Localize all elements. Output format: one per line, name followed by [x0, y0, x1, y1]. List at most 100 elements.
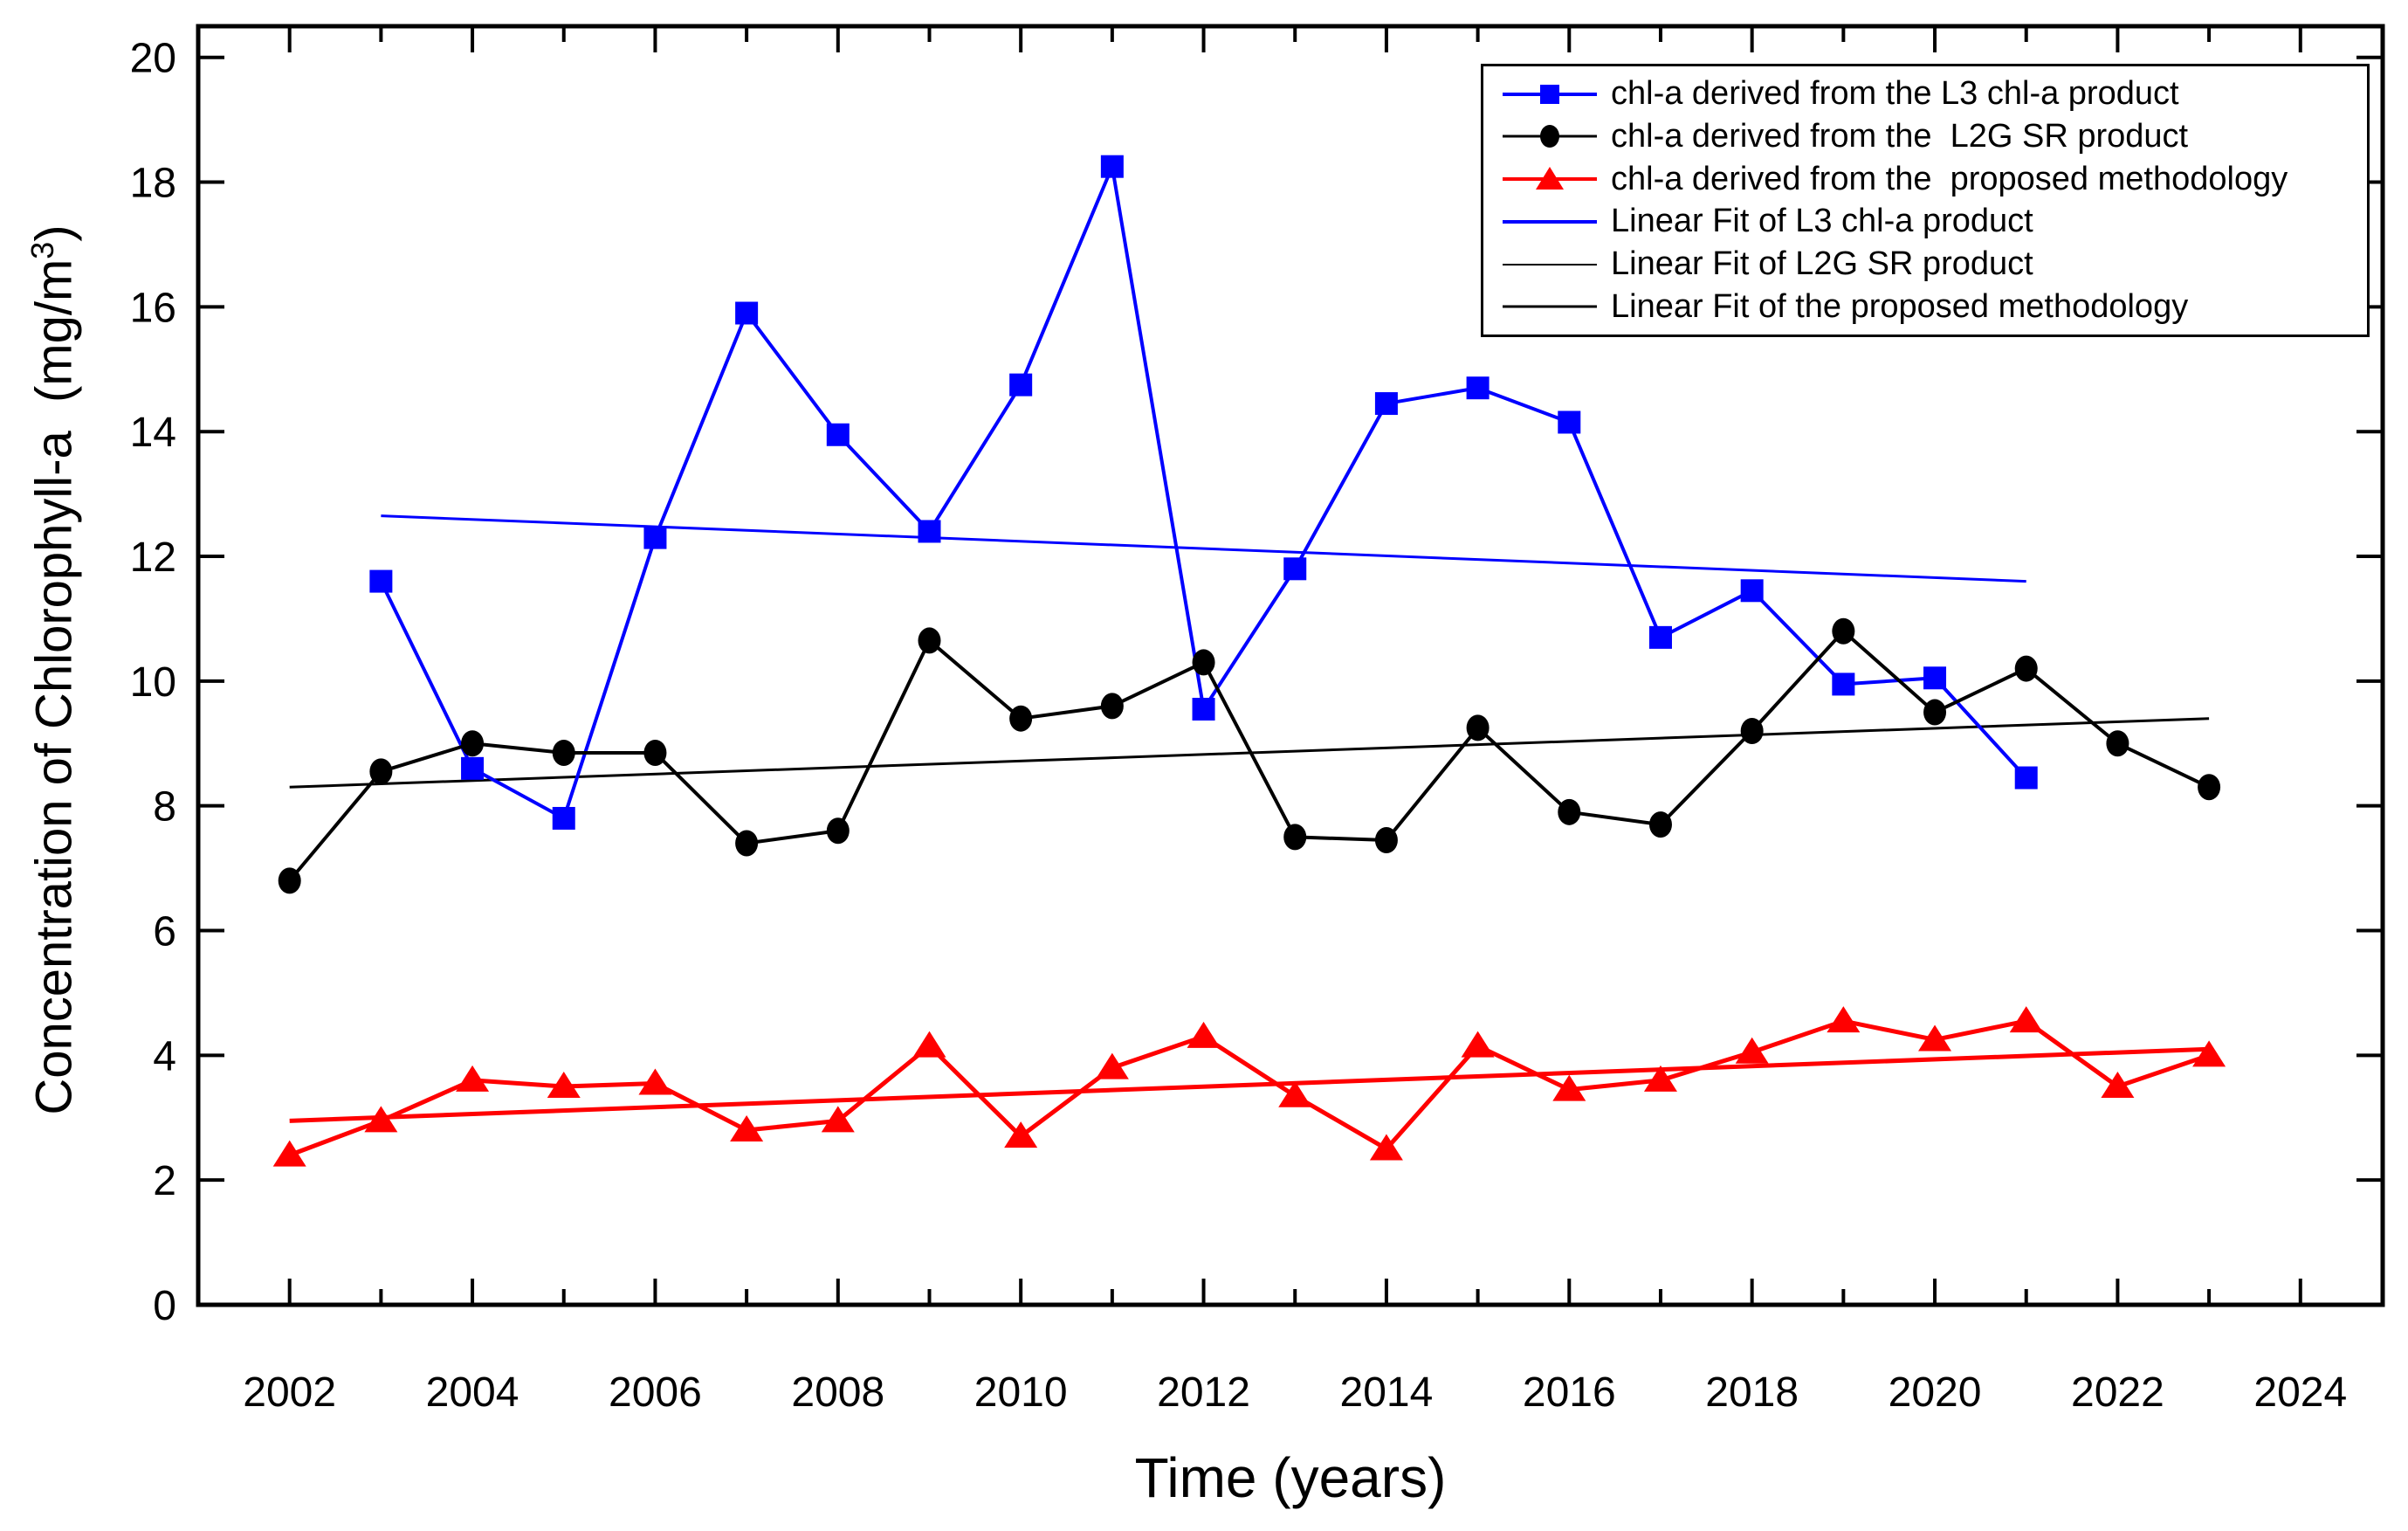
marker-l3-2015: [1466, 376, 1490, 400]
marker-proposed-2017: [1643, 1065, 1677, 1092]
x-tick-label-2002: 2002: [243, 1369, 336, 1416]
marker-l3-2011: [1100, 155, 1124, 178]
legend-label-4: Linear Fit of L2G SR product: [1611, 245, 2033, 283]
y-tick-label-16: 16: [130, 285, 176, 331]
marker-l2g-2012: [1192, 649, 1215, 676]
marker-proposed-2005: [547, 1072, 581, 1099]
marker-l3-2017: [1648, 625, 1672, 649]
marker-proposed-2010: [1004, 1121, 1038, 1148]
x-tick-label-2008: 2008: [791, 1369, 884, 1416]
legend-entry-2: chl-a derived from the proposed methodol…: [1499, 159, 2367, 199]
marker-proposed-2019: [1827, 1006, 1861, 1033]
marker-proposed-2012: [1187, 1021, 1221, 1048]
marker-l2g-2018: [1740, 717, 1764, 744]
marker-l2g-2010: [1009, 705, 1033, 732]
y-axis-title-text: Concentration of Chlorophyll-a (mg/m: [25, 259, 83, 1115]
marker-l3-2007: [735, 301, 759, 325]
legend-entry-5: Linear Fit of the proposed methodology: [1499, 286, 2367, 327]
marker-l2g-2007: [735, 830, 759, 857]
marker-l3-2008: [826, 423, 850, 446]
marker-proposed-2020: [1918, 1024, 1952, 1052]
x-tick-label-2004: 2004: [426, 1369, 519, 1416]
y-tick-label-10: 10: [130, 659, 176, 706]
marker-l3-2012: [1192, 697, 1215, 721]
marker-proposed-2002: [272, 1140, 306, 1167]
marker-l2g-2017: [1648, 811, 1672, 838]
marker-proposed-2007: [730, 1115, 764, 1142]
marker-proposed-2023: [2192, 1040, 2226, 1067]
marker-proposed-2021: [2009, 1006, 2043, 1033]
series-line-l2g: [288, 629, 2210, 882]
legend-swatch-square-icon: [1503, 84, 1597, 104]
legend-label-0: chl-a derived from the L3 chl-a product: [1611, 75, 2179, 113]
marker-l3-2005: [552, 806, 575, 830]
marker-proposed-2018: [1735, 1037, 1769, 1064]
y-tick-label-12: 12: [130, 534, 176, 581]
legend-label-1: chl-a derived from the L2G SR product: [1611, 117, 2189, 155]
marker-l2g-2003: [369, 758, 393, 785]
y-tick-label-14: 14: [130, 410, 176, 456]
marker-proposed-2013: [1278, 1080, 1312, 1107]
marker-l3-2021: [2014, 766, 2038, 790]
y-tick-label-8: 8: [153, 784, 176, 831]
marker-l3-2010: [1009, 373, 1033, 397]
marker-l2g-2002: [278, 867, 301, 894]
marker-l2g-2022: [2106, 730, 2129, 757]
marker-l2g-2023: [2198, 774, 2221, 801]
y-tick-label-2: 2: [153, 1158, 176, 1204]
legend-marker-circle-icon: [1540, 125, 1559, 148]
marker-l2g-2015: [1466, 714, 1490, 741]
marker-proposed-2008: [821, 1106, 855, 1133]
x-tick-label-2010: 2010: [974, 1369, 1068, 1416]
x-tick-label-2006: 2006: [609, 1369, 702, 1416]
series-line-proposed: [288, 1018, 2210, 1157]
x-tick-label-2014: 2014: [1340, 1369, 1434, 1416]
marker-proposed-2016: [1552, 1074, 1586, 1101]
marker-l3-2018: [1740, 579, 1764, 603]
marker-l3-2014: [1374, 392, 1398, 416]
marker-proposed-2014: [1369, 1134, 1403, 1161]
x-tick-label-2020: 2020: [1889, 1369, 1982, 1416]
marker-proposed-2009: [912, 1031, 946, 1058]
marker-l2g-2013: [1283, 824, 1307, 851]
marker-l2g-2005: [552, 739, 575, 766]
plot-border: [196, 24, 2385, 1307]
legend: chl-a derived from the L3 chl-a product c…: [1481, 64, 2370, 337]
y-tick-label-18: 18: [130, 161, 176, 207]
x-tick-label-2012: 2012: [1157, 1369, 1250, 1416]
legend-entry-0: chl-a derived from the L3 chl-a product: [1499, 74, 2367, 114]
fit-line-fit-proposed: [289, 1046, 2210, 1123]
marker-l3-2020: [1923, 666, 1947, 690]
x-tick-label-2018: 2018: [1705, 1369, 1799, 1416]
y-tick-label-20: 20: [130, 36, 176, 82]
legend-entry-1: chl-a derived from the L2G SR product: [1499, 116, 2367, 156]
legend-swatch-line-icon: [1503, 305, 1597, 308]
legend-label-2: chl-a derived from the proposed methodol…: [1611, 160, 2288, 197]
marker-l2g-2014: [1374, 826, 1398, 853]
x-tick-label-2016: 2016: [1523, 1369, 1616, 1416]
legend-label-3: Linear Fit of L3 chl-a product: [1611, 203, 2033, 240]
legend-entry-3: Linear Fit of L3 chl-a product: [1499, 202, 2367, 242]
marker-proposed-2015: [1461, 1031, 1495, 1058]
legend-swatch-circle-icon: [1503, 125, 1597, 148]
marker-proposed-2022: [2101, 1072, 2135, 1099]
marker-l3-2004: [461, 756, 485, 780]
marker-l3-2016: [1558, 410, 1581, 434]
marker-proposed-2003: [364, 1106, 398, 1133]
marker-l3-2009: [918, 520, 941, 543]
legend-marker-square-icon: [1540, 84, 1559, 104]
fit-line-fit-l3: [381, 514, 2026, 583]
y-tick-label-0: 0: [153, 1283, 176, 1329]
marker-proposed-2011: [1095, 1052, 1129, 1079]
marker-l2g-2020: [1923, 699, 1947, 726]
marker-l2g-2009: [918, 627, 941, 654]
marker-l3-2006: [643, 526, 667, 549]
x-tick-label-2022: 2022: [2071, 1369, 2164, 1416]
marker-proposed-2006: [638, 1068, 672, 1095]
marker-l2g-2021: [2014, 655, 2038, 682]
marker-l2g-2004: [461, 730, 485, 757]
marker-l3-2019: [1832, 672, 1855, 696]
legend-entry-4: Linear Fit of L2G SR product: [1499, 245, 2367, 285]
